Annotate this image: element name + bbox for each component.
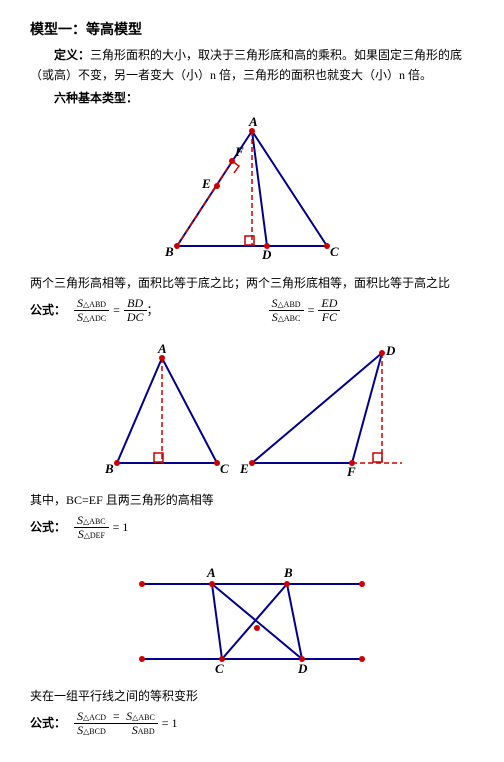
label-D: D xyxy=(261,247,272,262)
figure-2: A B C D E F xyxy=(30,343,474,483)
caption-3: 夹在一组平行线之间的等积变形 xyxy=(30,687,474,706)
svg-text:A: A xyxy=(206,565,216,580)
label-B: B xyxy=(164,244,174,259)
formula-2: 公式： S△ABC S△DEF = 1 xyxy=(30,514,474,541)
svg-text:A: A xyxy=(157,343,167,356)
figure-1: A B C D E F xyxy=(30,116,474,266)
caption-2: 其中，BC=EF 且两三角形的高相等 xyxy=(30,491,474,510)
frac-1a-left: S△ABD S△ADC xyxy=(74,297,109,324)
label-A: A xyxy=(248,116,258,129)
frac-1b-left: S△ABD S△ABC xyxy=(269,297,304,324)
label-E: E xyxy=(201,176,211,191)
def-text: 三角形面积的大小，取决于三角形底和高的乘积。如果固定三角形的底（或高）不变，另一… xyxy=(30,48,462,81)
formula-label-1: 公式： xyxy=(30,301,66,320)
svg-text:D: D xyxy=(297,661,308,676)
caption-1: 两个三角形高相等，面积比等于底之比；两个三角形底相等，面积比等于高之比 xyxy=(30,274,474,293)
svg-text:E: E xyxy=(239,461,249,476)
frac-1a-right: BDDC xyxy=(124,297,147,324)
svg-text:C: C xyxy=(215,661,224,676)
svg-text:B: B xyxy=(104,461,114,476)
formula-1: 公式： S△ABD S△ADC = BDDC ； S△ABD S△ABC = E… xyxy=(30,297,474,324)
formula-3: 公式： S△ACD = S△ABC S△BCD SABD = 1 xyxy=(30,710,474,737)
svg-text:D: D xyxy=(385,343,396,358)
definition-para: 定义：三角形面积的大小，取决于三角形底和高的乘积。如果固定三角形的底（或高）不变… xyxy=(30,46,474,84)
svg-text:F: F xyxy=(346,464,356,479)
figure-3: A B C D xyxy=(30,559,474,679)
types-label: 六种基本类型： xyxy=(30,89,474,108)
page-title: 模型一：等高模型 xyxy=(30,20,474,42)
def-label: 定义： xyxy=(54,48,90,62)
label-C: C xyxy=(330,244,339,259)
svg-text:B: B xyxy=(283,565,293,580)
label-F: F xyxy=(234,144,244,159)
frac-1b-right: EDFC xyxy=(318,297,340,324)
svg-text:C: C xyxy=(220,461,229,476)
